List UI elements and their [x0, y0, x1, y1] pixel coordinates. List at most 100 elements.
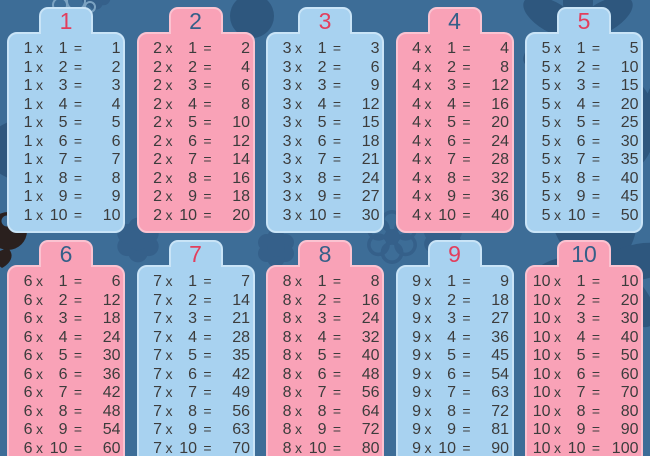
equals-sign: = — [591, 95, 601, 112]
equals-sign: = — [73, 206, 83, 223]
equation-row: 4 x 4 = 16 — [400, 96, 510, 113]
product: 1 — [111, 40, 121, 58]
equation-row: 6 x 5 = 30 — [11, 347, 121, 364]
multiply-sign: x — [36, 347, 43, 364]
factor-left: 4 — [412, 151, 421, 169]
times-table-card-10: 10 10 x 1 = 10 10 x 2 = 20 10 x 3 = 30 10 x 4 = 40 10 x 5 = 50 10 x… — [525, 240, 643, 456]
product: 27 — [491, 310, 509, 328]
factor-right: 1 — [317, 40, 327, 58]
equation-row: 6 x 6 = 36 — [11, 366, 121, 383]
equation-row: 10 x 3 = 30 — [529, 310, 639, 327]
equation-row: 3 x 2 = 6 — [270, 59, 380, 76]
product: 12 — [232, 132, 250, 150]
product: 70 — [620, 384, 639, 402]
times-table-card-8: 8 8 x 1 = 8 8 x 2 = 16 8 x 3 = 24 8 x 4 = 32 8 x 5 = 40 8 x 6 = 48 8 x 7 =… — [266, 240, 384, 456]
factor-right: 9 — [188, 421, 197, 439]
times-table-card-3: 3 3 x 1 = 3 3 x 2 = 6 3 x 3 = 9 3 x 4 = 12 3 x 5 = 15 3 x 6 = 18 3 x 7 = 21… — [266, 7, 384, 233]
multiply-sign: x — [295, 310, 302, 327]
multiply-sign: x — [165, 169, 173, 186]
factor-right: 2 — [317, 58, 327, 76]
product: 24 — [361, 169, 380, 187]
factor-left: 5 — [541, 169, 551, 187]
multiply-sign: x — [36, 169, 43, 186]
factor-left: 9 — [412, 347, 421, 365]
equation-row: 5 x 8 = 40 — [529, 170, 639, 187]
product: 7 — [111, 151, 121, 169]
card-tab: 9 — [427, 240, 482, 267]
factor-left: 2 — [153, 206, 162, 224]
factor-right: 5 — [447, 114, 456, 132]
multiply-sign: x — [295, 206, 302, 223]
product: 40 — [620, 169, 639, 187]
equals-sign: = — [332, 95, 342, 112]
equals-sign: = — [332, 347, 342, 364]
multiply-sign: x — [295, 384, 302, 401]
factor-left: 8 — [282, 291, 292, 309]
multiply-sign: x — [165, 206, 173, 223]
equation-row: 9 x 1 = 9 — [400, 273, 510, 290]
equals-sign: = — [591, 347, 601, 364]
card-tab: 10 — [557, 240, 611, 267]
factor-left: 2 — [153, 132, 162, 150]
product: 6 — [241, 77, 250, 95]
equals-sign: = — [332, 291, 342, 308]
product: 50 — [620, 347, 639, 365]
factor-left: 9 — [412, 402, 421, 420]
product: 35 — [620, 151, 639, 169]
factor-right: 6 — [58, 365, 68, 383]
factor-right: 3 — [447, 310, 456, 328]
factor-left: 4 — [412, 77, 421, 95]
factor-right: 8 — [58, 402, 68, 420]
product: 40 — [361, 347, 380, 365]
equals-sign: = — [332, 169, 342, 186]
equals-sign: = — [462, 151, 471, 168]
equation-row: 8 x 9 = 72 — [270, 421, 380, 438]
factor-right: 5 — [58, 114, 68, 132]
multiply-sign: x — [295, 114, 302, 131]
equals-sign: = — [591, 273, 601, 290]
equation-row: 9 x 8 = 72 — [400, 403, 510, 420]
multiply-sign: x — [165, 439, 173, 456]
multiply-sign: x — [424, 169, 432, 186]
factor-left: 5 — [541, 132, 551, 150]
equals-sign: = — [73, 347, 83, 364]
equation-row: 1 x 2 = 2 — [11, 59, 121, 76]
equation-row: 7 x 5 = 35 — [141, 347, 251, 364]
product: 2 — [111, 58, 121, 76]
equation-row: 8 x 3 = 24 — [270, 310, 380, 327]
multiply-sign: x — [295, 40, 302, 57]
equation-row: 1 x 1 = 1 — [11, 40, 121, 57]
factor-right: 4 — [188, 328, 197, 346]
equation-row: 5 x 9 = 45 — [529, 188, 639, 205]
multiply-sign: x — [295, 439, 302, 456]
multiply-sign: x — [165, 188, 173, 205]
factor-left: 7 — [153, 421, 162, 439]
factor-right: 5 — [188, 114, 197, 132]
factor-left: 10 — [532, 402, 551, 420]
factor-right: 5 — [58, 347, 68, 365]
product: 70 — [232, 439, 250, 456]
multiply-sign: x — [165, 77, 173, 94]
product: 56 — [361, 384, 380, 402]
equation-row: 1 x 7 = 7 — [11, 151, 121, 168]
multiply-sign: x — [295, 402, 302, 419]
product: 40 — [491, 206, 509, 224]
card-body: 3 x 1 = 3 3 x 2 = 6 3 x 3 = 9 3 x 4 = 12 3 x 5 = 15 3 x 6 = 18 3 x 7 = 21 3… — [266, 32, 384, 233]
equation-row: 9 x 10 = 90 — [400, 440, 510, 456]
equals-sign: = — [462, 58, 471, 75]
multiply-sign: x — [295, 365, 302, 382]
equals-sign: = — [462, 310, 471, 327]
times-table-card-7: 7 7 x 1 = 7 7 x 2 = 14 7 x 3 = 21 7 x 4 = 28 7 x 5 = 35 7 x 6 = 42 7 x 7 =… — [136, 240, 255, 456]
equation-row: 1 x 8 = 8 — [11, 170, 121, 187]
equals-sign: = — [462, 421, 471, 438]
product: 21 — [232, 310, 250, 328]
product: 21 — [361, 151, 380, 169]
factor-right: 5 — [188, 347, 197, 365]
multiply-sign: x — [424, 58, 432, 75]
equals-sign: = — [462, 132, 471, 149]
product: 15 — [361, 114, 380, 132]
multiply-sign: x — [36, 114, 43, 131]
factor-right: 9 — [576, 188, 586, 206]
product: 60 — [620, 365, 639, 383]
factor-right: 4 — [447, 328, 456, 346]
